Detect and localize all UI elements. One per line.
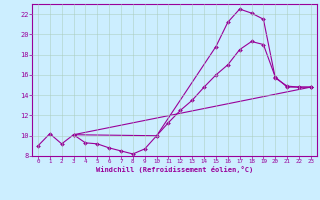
X-axis label: Windchill (Refroidissement éolien,°C): Windchill (Refroidissement éolien,°C) xyxy=(96,166,253,173)
